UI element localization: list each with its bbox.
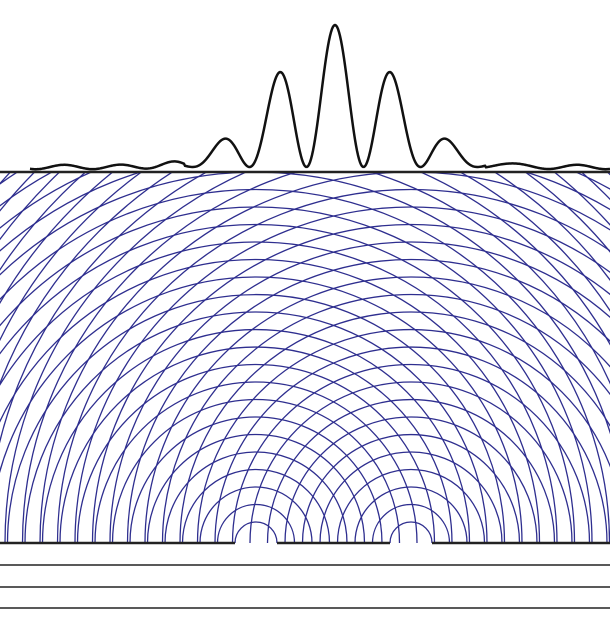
wavefront xyxy=(249,381,573,543)
wavefront xyxy=(336,468,486,543)
wavefront xyxy=(0,0,610,543)
wavefront xyxy=(0,172,87,272)
wavefront xyxy=(199,486,313,543)
wavefront xyxy=(0,0,610,543)
wavefront xyxy=(6,293,506,543)
wavefront xyxy=(0,258,541,543)
wavefront xyxy=(0,0,610,543)
wavefront xyxy=(56,188,610,543)
wavefronts xyxy=(0,0,610,543)
wavefront xyxy=(0,276,523,543)
wavefront xyxy=(231,363,591,543)
wavefront xyxy=(389,521,433,543)
wavefront xyxy=(0,0,610,543)
wavefront xyxy=(0,172,36,212)
base-lines xyxy=(0,564,610,609)
wavefront xyxy=(91,223,610,543)
intensity-curve xyxy=(29,23,610,171)
wavefront xyxy=(0,172,610,385)
wavefront xyxy=(4,172,610,543)
wavefront xyxy=(129,416,383,543)
wavefront xyxy=(109,241,610,543)
wavefront xyxy=(181,468,331,543)
wavefront xyxy=(0,0,610,543)
wavefront xyxy=(0,0,610,543)
wavefront xyxy=(553,172,610,226)
wavefront xyxy=(354,486,468,543)
wavefront xyxy=(21,172,610,543)
wavefront xyxy=(0,172,610,312)
wavefront xyxy=(0,172,174,386)
wavefront xyxy=(0,0,610,543)
wavefront xyxy=(371,503,451,543)
wavefront xyxy=(0,172,209,444)
wavefront xyxy=(0,0,610,543)
wavefront xyxy=(0,172,610,346)
wavefront xyxy=(0,172,114,305)
wavefront xyxy=(196,328,610,543)
wavefront xyxy=(216,503,296,543)
wavefront xyxy=(0,0,610,543)
wavefront xyxy=(126,258,610,543)
wavefront xyxy=(214,346,608,543)
wavefront xyxy=(0,14,610,543)
wavefront xyxy=(179,311,610,543)
wavefront xyxy=(0,0,610,543)
wavefront xyxy=(94,381,418,543)
wavefront xyxy=(144,276,610,543)
wavefront xyxy=(0,0,610,543)
wavefront xyxy=(0,172,12,185)
wavefront xyxy=(146,433,366,543)
wavefront xyxy=(111,398,401,543)
wavefront xyxy=(0,0,610,543)
wavefront xyxy=(234,521,278,543)
wavefront xyxy=(284,416,538,543)
wavefront xyxy=(59,346,453,543)
wavefront xyxy=(0,172,143,342)
wavefront xyxy=(0,0,610,543)
wavefront xyxy=(301,433,521,543)
wavefront xyxy=(266,398,556,543)
wavefront xyxy=(0,0,610,543)
wavefront xyxy=(0,241,558,543)
wavefront xyxy=(0,206,593,543)
wavefront xyxy=(580,172,610,201)
wavefront xyxy=(319,451,503,543)
wavefront xyxy=(0,0,610,543)
wavefront xyxy=(164,451,348,543)
wavefront xyxy=(0,0,610,543)
wavefront xyxy=(0,188,610,543)
wavefront xyxy=(161,293,610,543)
wavefront xyxy=(0,0,610,543)
wavefront xyxy=(0,0,610,543)
wavefront xyxy=(76,363,436,543)
wavefront xyxy=(0,0,610,543)
wavefront xyxy=(74,206,610,543)
wavefront xyxy=(24,311,488,543)
wavefront xyxy=(41,328,471,543)
